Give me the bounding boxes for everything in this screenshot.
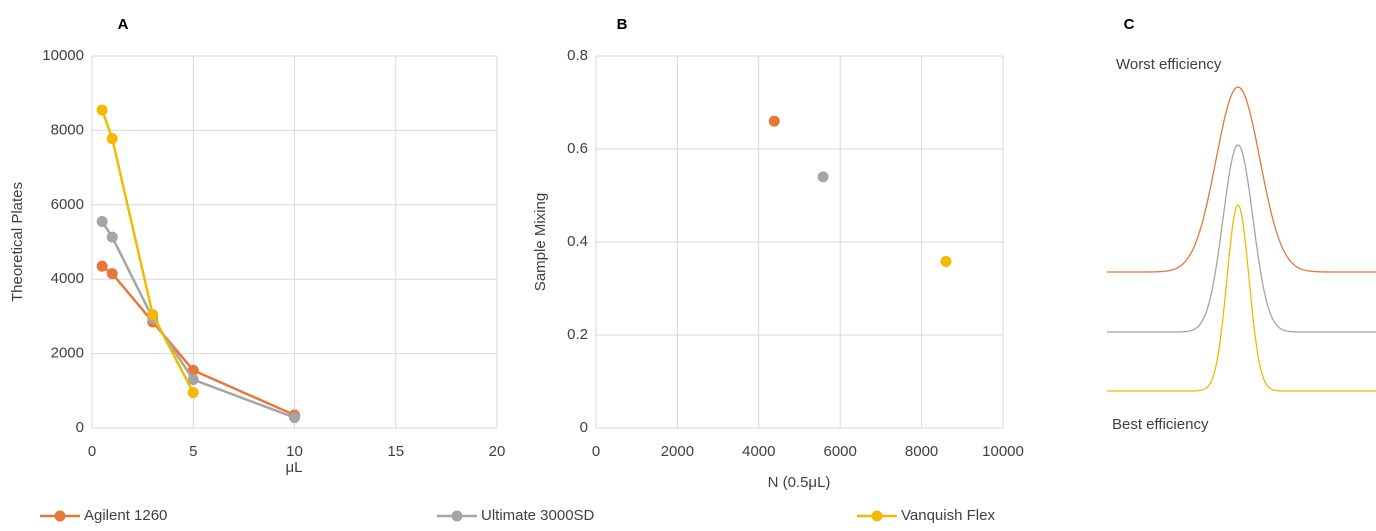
peak-curve — [1107, 144, 1376, 333]
y-tick-label: 6000 — [51, 196, 84, 213]
y-tick-label: 0.6 — [567, 140, 588, 157]
y-tick-label: 0 — [76, 419, 84, 436]
legend-label: Vanquish Flex — [901, 507, 995, 524]
point — [106, 268, 118, 280]
y-tick-label: 0.2 — [567, 326, 588, 343]
peak-curve — [1107, 86, 1376, 273]
x-tick-label: 0 — [88, 443, 96, 460]
point — [96, 216, 108, 228]
panel-label: C — [1124, 16, 1135, 33]
y-tick-label: 4000 — [51, 270, 84, 287]
x-tick-label: 15 — [387, 443, 404, 460]
x-tick-label: 4000 — [742, 443, 775, 460]
legend-label: Agilent 1260 — [84, 507, 167, 524]
x-tick-label: 0 — [592, 443, 600, 460]
y-tick-label: 0.4 — [567, 233, 588, 250]
point — [187, 374, 199, 386]
legend-marker — [54, 510, 66, 522]
x-axis-label: μL — [286, 459, 303, 476]
legend-marker — [451, 510, 463, 522]
point — [940, 256, 952, 268]
peak-curve — [1107, 204, 1376, 392]
y-tick-label: 0.8 — [567, 47, 588, 64]
point — [147, 309, 159, 321]
panel-label: A — [118, 16, 129, 33]
point — [187, 387, 199, 399]
y-tick-label: 8000 — [51, 121, 84, 138]
y-tick-label: 10000 — [42, 47, 84, 64]
x-tick-label: 10 — [286, 443, 303, 460]
bottom-annotation: Best efficiency — [1112, 416, 1209, 433]
point — [768, 115, 780, 127]
series-line — [100, 109, 195, 394]
x-tick-label: 10000 — [982, 443, 1024, 460]
x-axis-label: N (0.5μL) — [768, 474, 831, 491]
y-tick-label: 2000 — [51, 345, 84, 362]
legend-marker — [871, 510, 883, 522]
point — [289, 412, 300, 424]
point — [187, 364, 199, 376]
panel-label: B — [617, 16, 628, 33]
top-annotation: Worst efficiency — [1116, 56, 1222, 73]
point — [817, 171, 829, 183]
x-tick-label: 5 — [189, 443, 197, 460]
x-tick-label: 20 — [489, 443, 506, 460]
point — [96, 104, 108, 116]
x-tick-label: 2000 — [661, 443, 694, 460]
legend-label: Ultimate 3000SD — [481, 507, 595, 524]
point — [106, 133, 118, 145]
point — [96, 260, 108, 272]
x-tick-label: 6000 — [824, 443, 857, 460]
x-tick-label: 8000 — [905, 443, 938, 460]
y-axis-label: Theoretical Plates — [9, 182, 26, 302]
y-tick-label: 0 — [580, 419, 588, 436]
y-axis-label: Sample Mixing — [532, 193, 549, 291]
point — [106, 231, 118, 243]
